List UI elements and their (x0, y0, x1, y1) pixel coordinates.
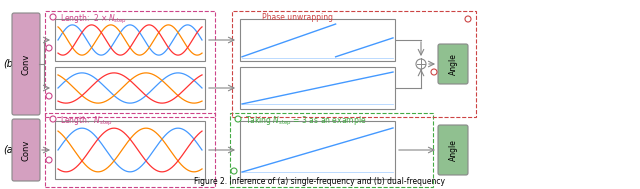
Bar (55, 67, 205, 109)
Circle shape (46, 45, 52, 51)
Text: Length:  $2\times N_{\mathrm{step}}$: Length: $2\times N_{\mathrm{step}}$ (60, 13, 127, 26)
Text: Phase unwrapping: Phase unwrapping (262, 13, 333, 22)
Bar (55, 19, 205, 61)
Text: Figure 2. Inference of (a) single-frequency and (b) dual-frequency: Figure 2. Inference of (a) single-freque… (195, 177, 445, 186)
Text: (a): (a) (3, 145, 17, 155)
Circle shape (50, 116, 56, 122)
Circle shape (416, 59, 426, 69)
Circle shape (235, 116, 241, 122)
Bar (240, 19, 395, 61)
Circle shape (46, 93, 52, 99)
Circle shape (50, 14, 56, 20)
Text: Conv: Conv (22, 53, 31, 75)
FancyBboxPatch shape (12, 13, 40, 115)
Circle shape (465, 16, 471, 22)
Bar (232, 11, 476, 117)
Circle shape (231, 168, 237, 174)
Circle shape (46, 157, 52, 163)
Text: Conv: Conv (22, 139, 31, 161)
Bar (240, 67, 395, 109)
FancyBboxPatch shape (438, 125, 468, 175)
Bar (55, 121, 205, 179)
Bar (240, 121, 395, 179)
Text: Angle: Angle (449, 139, 458, 161)
Text: Length:  $N_{\mathrm{step}}$: Length: $N_{\mathrm{step}}$ (60, 115, 113, 128)
FancyBboxPatch shape (12, 119, 40, 181)
Text: Angle: Angle (449, 53, 458, 75)
Bar (45, 113, 215, 187)
Bar (45, 11, 215, 117)
Text: (b): (b) (3, 59, 17, 69)
Circle shape (431, 69, 437, 75)
Bar (230, 113, 433, 187)
FancyBboxPatch shape (438, 44, 468, 84)
Text: Taking $N_{\mathrm{step}}$ = 3 as an example: Taking $N_{\mathrm{step}}$ = 3 as an exa… (245, 115, 367, 128)
